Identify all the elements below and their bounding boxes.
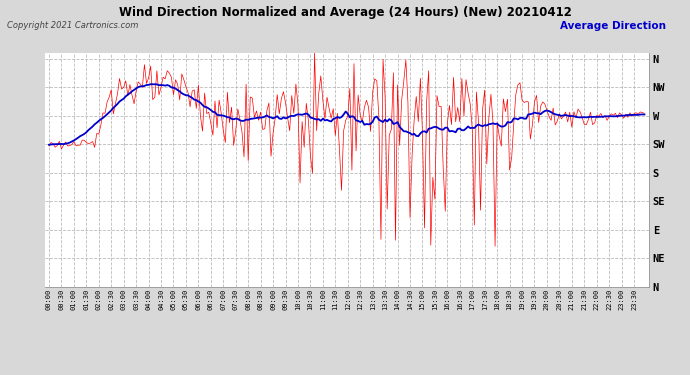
Text: Copyright 2021 Cartronics.com: Copyright 2021 Cartronics.com [7, 21, 138, 30]
Text: Wind Direction Normalized and Average (24 Hours) (New) 20210412: Wind Direction Normalized and Average (2… [119, 6, 571, 19]
Text: Average Direction: Average Direction [560, 21, 666, 31]
